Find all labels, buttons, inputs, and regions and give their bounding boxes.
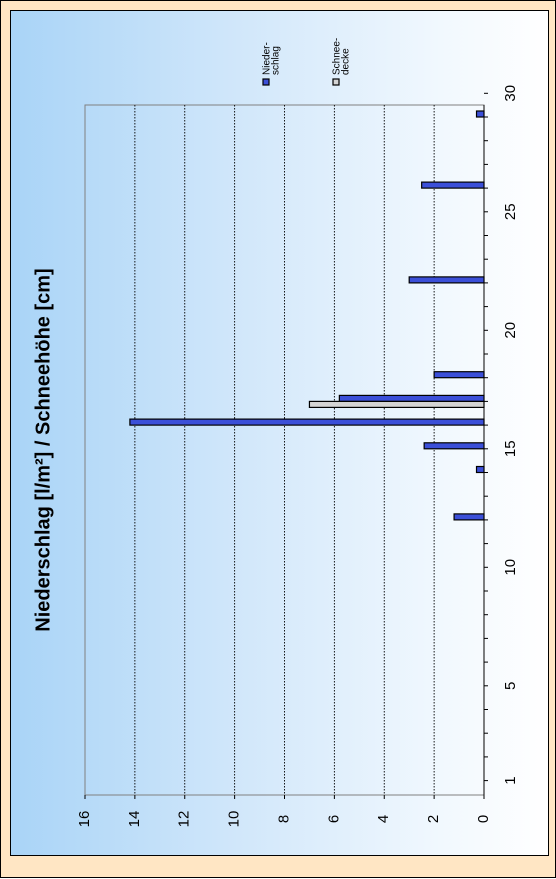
value-tick-label: 8 [275,815,292,823]
precipitation-bar [423,442,485,450]
day-tick-label: 5 [502,682,519,690]
value-tick-label: 6 [325,815,342,823]
precipitation-bar [421,181,485,189]
value-tick-label: 12 [176,811,193,828]
precipitation-bar [433,371,485,379]
value-tick-label: 0 [475,815,492,823]
legend-swatch [262,78,270,86]
precipitation-bar [453,513,485,521]
legend-item-precipitation: Nieder-schlag [262,42,282,86]
legend-label: Schnee- [332,38,343,75]
value-tick-label: 16 [76,811,93,828]
precipitation-bar [338,394,485,402]
day-tick-label: 15 [502,440,519,457]
day-tick-label: 25 [502,203,519,220]
precipitation-bar [129,418,485,426]
precipitation-bar [475,110,485,118]
value-tick-label: 2 [425,815,442,823]
chart-panel [10,10,549,856]
precipitation-bar [475,465,485,474]
legend-swatch [332,78,340,86]
value-tick-label: 10 [226,811,243,828]
day-tick-label: 20 [502,322,519,339]
precipitation-bar [408,276,485,284]
chart-title: Niederschlag [l/m²] / Schneehöhe [cm] [32,268,54,631]
legend-label: Nieder- [262,42,273,75]
value-tick-label: 4 [375,815,392,823]
snow-depth-bar [308,400,485,408]
legend-label: schlag [271,46,282,75]
day-tick-label: 10 [502,559,519,576]
day-tick-label: 30 [502,85,519,102]
day-tick-label: 1 [502,776,519,784]
value-tick-label: 14 [126,811,143,828]
legend-item-snow-depth: Schnee-decke [332,38,352,86]
legend-label: decke [341,48,352,75]
